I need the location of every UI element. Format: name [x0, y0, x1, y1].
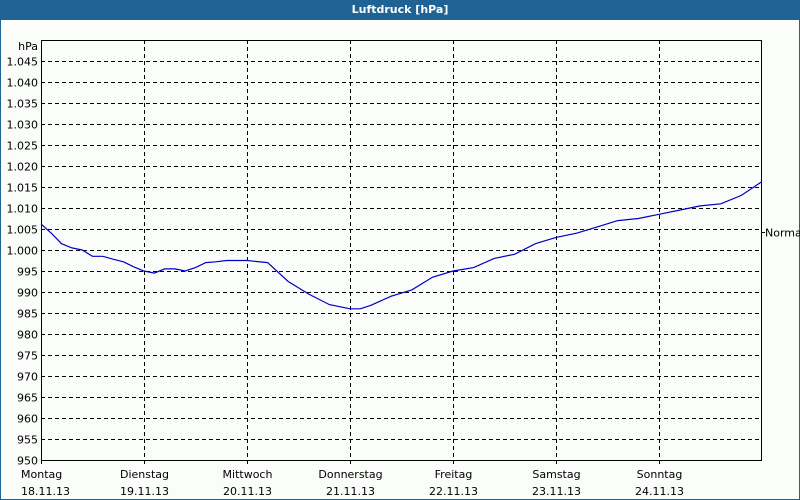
x-date-label: 20.11.13 — [223, 485, 272, 498]
y-tick-label: 995 — [17, 266, 38, 279]
y-tick-label: 955 — [17, 434, 38, 447]
y-tick-label: 985 — [17, 308, 38, 321]
x-day-label: Dienstag — [120, 468, 169, 481]
y-tick-label: 1.045 — [7, 56, 39, 69]
y-tick-label: 1.025 — [7, 140, 39, 153]
y-tick-label: 1.030 — [7, 119, 39, 132]
y-tick-label: 975 — [17, 350, 38, 363]
y-tick-label: 950 — [17, 455, 38, 468]
y-tick-label: 1.040 — [7, 77, 39, 90]
x-date-label: 23.11.13 — [532, 485, 581, 498]
x-day-label: Donnerstag — [318, 468, 382, 481]
y-tick-label: 965 — [17, 392, 38, 405]
y-tick-label: 1.020 — [7, 161, 39, 174]
y-tick-label: 1.035 — [7, 98, 39, 111]
x-date-label: 19.11.13 — [120, 485, 169, 498]
x-day-label: Samstag — [532, 468, 580, 481]
x-day-label: Freitag — [435, 468, 473, 481]
y-tick-label: 1.005 — [7, 224, 39, 237]
pressure-line — [40, 181, 763, 310]
y-tick-label: 960 — [17, 413, 38, 426]
y-tick-label: 1.015 — [7, 182, 39, 195]
y-tick-label: 990 — [17, 287, 38, 300]
x-date-label: 22.11.13 — [429, 485, 478, 498]
normal-label: Normal — [765, 227, 800, 240]
x-date-label: 18.11.13 — [21, 485, 70, 498]
x-date-label: 21.11.13 — [326, 485, 375, 498]
x-day-label: Montag — [21, 468, 62, 481]
y-axis-unit-label: hPa — [18, 40, 38, 53]
y-tick-label: 980 — [17, 329, 38, 342]
y-tick-label: 970 — [17, 371, 38, 384]
x-day-label: Sonntag — [637, 468, 683, 481]
y-tick-label: 1.010 — [7, 203, 39, 216]
y-tick-label: 1.000 — [7, 245, 39, 258]
x-date-label: 24.11.13 — [635, 485, 684, 498]
chart-title: Luftdruck [hPa] — [0, 0, 800, 20]
x-day-label: Mittwoch — [223, 468, 273, 481]
plot-frame — [41, 40, 762, 461]
